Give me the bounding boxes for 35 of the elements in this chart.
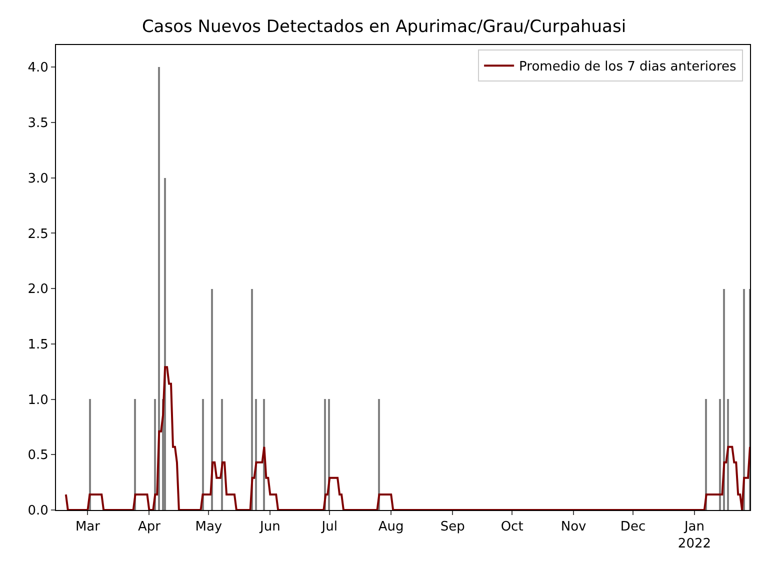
x-tick-label: Apr <box>138 520 162 535</box>
bar <box>154 399 156 510</box>
bar <box>727 399 729 510</box>
y-tick-label: 2.5 <box>28 226 48 242</box>
y-tick-label: 3.5 <box>28 116 48 132</box>
x-tick-label: Jun <box>258 520 280 535</box>
bar <box>719 399 721 510</box>
bar <box>158 67 160 510</box>
bar <box>164 178 166 510</box>
x-tick-label: Dec <box>620 520 646 535</box>
legend-label: Promedio de los 7 dias anteriores <box>519 60 737 75</box>
y-tick-label: 0.5 <box>28 448 48 464</box>
bar <box>251 289 253 510</box>
y-tick-label: 0.0 <box>28 504 48 519</box>
bar <box>723 289 725 510</box>
x-tick-label: Mar <box>75 520 101 535</box>
x-tick-label: Nov <box>560 520 587 535</box>
x-tick-label: Sep <box>440 520 465 535</box>
x-tick-label: Aug <box>378 520 404 535</box>
bar <box>89 399 91 510</box>
bar <box>255 399 257 510</box>
y-tick-label: 4.0 <box>28 60 48 76</box>
x-tick-label: May <box>195 520 222 535</box>
y-tick-label: 1.5 <box>28 337 48 352</box>
chart-title: Casos Nuevos Detectados en Apurimac/Grau/Curpahuasi <box>142 17 626 38</box>
bar <box>134 399 136 510</box>
y-tick-label: 2.0 <box>28 282 48 298</box>
line-series <box>64 366 750 510</box>
bar <box>202 399 204 510</box>
x-tick-label: Oct <box>500 520 524 535</box>
x-tick-label: Jan 2022 <box>678 520 712 552</box>
x-tick-label: Jul <box>320 520 338 535</box>
bar <box>743 289 745 510</box>
y-tick-label: 3.0 <box>28 171 48 186</box>
y-tick-label: 1.0 <box>28 392 48 408</box>
